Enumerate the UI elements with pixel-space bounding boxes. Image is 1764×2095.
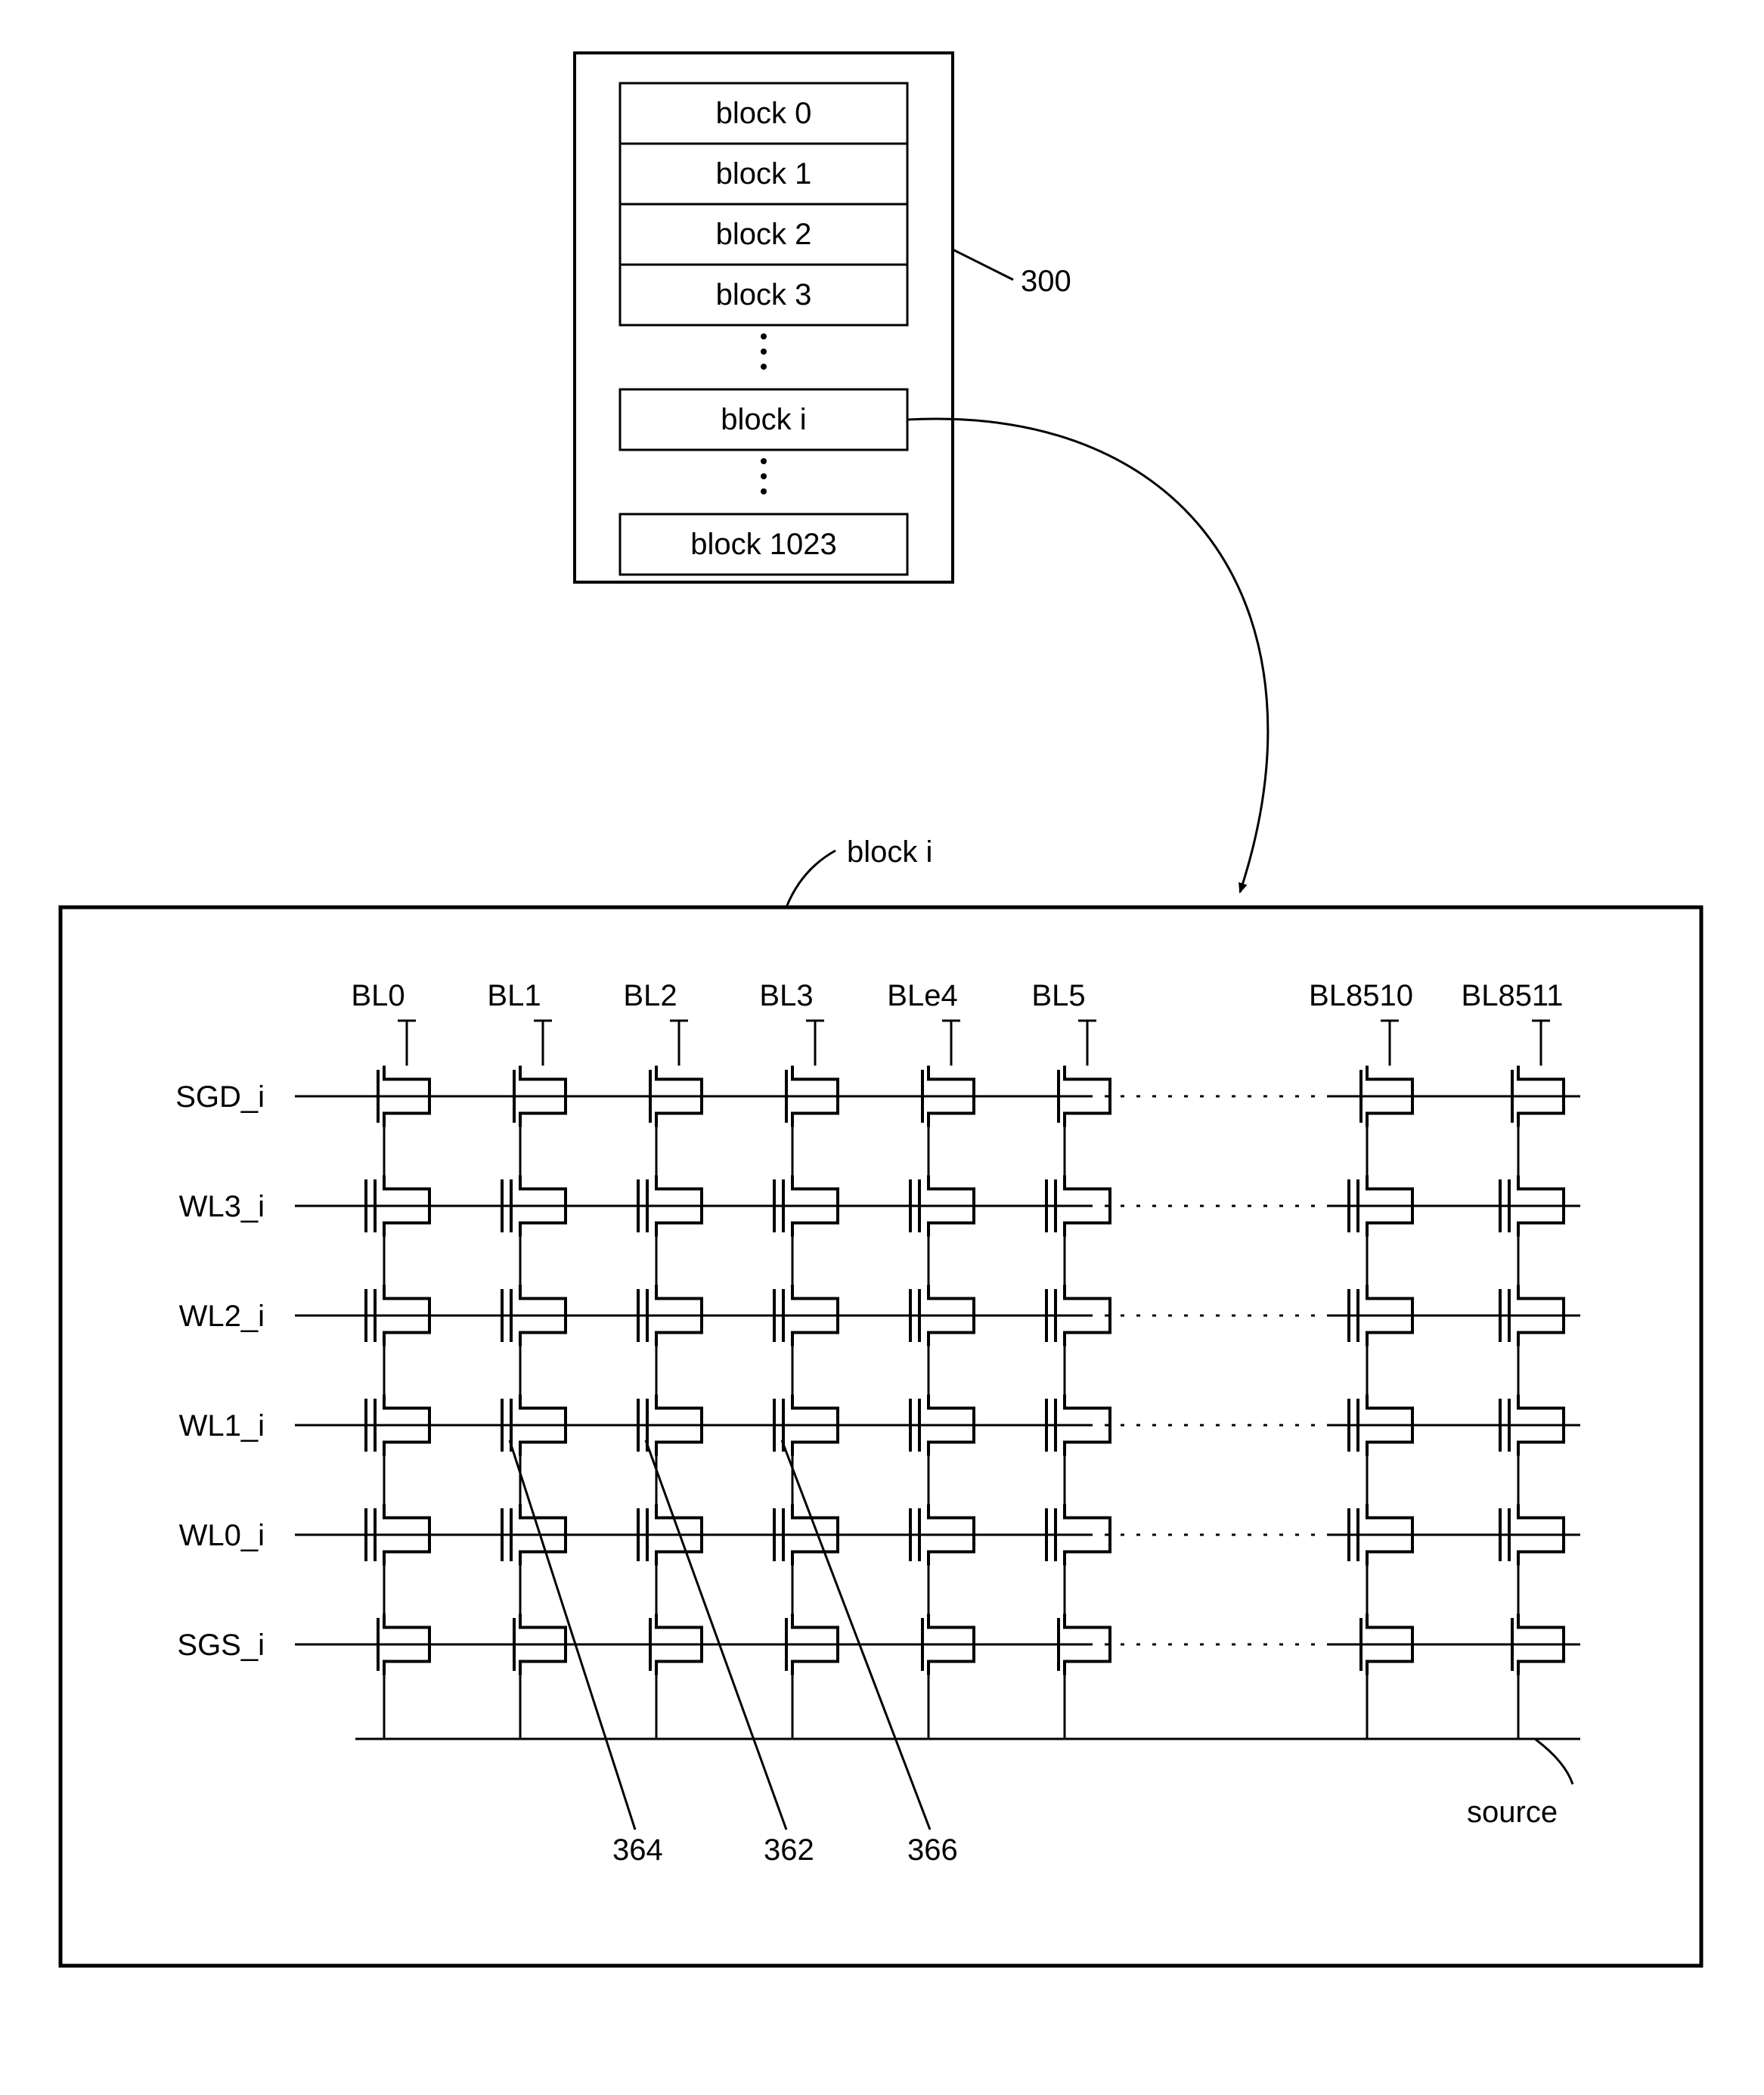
svg-text:WL2_i: WL2_i [179, 1300, 265, 1333]
svg-text:BL3: BL3 [759, 979, 813, 1012]
svg-text:362: 362 [764, 1833, 814, 1867]
svg-text:BLe4: BLe4 [887, 979, 957, 1012]
svg-text:BL0: BL0 [351, 979, 405, 1012]
svg-text:300: 300 [1021, 265, 1071, 298]
svg-text:BL5: BL5 [1031, 979, 1085, 1012]
svg-text:block 2: block 2 [716, 218, 812, 251]
svg-text:block 1023: block 1023 [690, 528, 836, 561]
svg-text:SGS_i: SGS_i [177, 1629, 265, 1662]
svg-text:SGD_i: SGD_i [175, 1080, 265, 1114]
svg-text:WL0_i: WL0_i [179, 1519, 265, 1552]
svg-text:source: source [1467, 1796, 1558, 1829]
svg-text:block 1: block 1 [716, 157, 812, 191]
svg-text:BL2: BL2 [623, 979, 677, 1012]
svg-text:block 3: block 3 [716, 278, 812, 311]
svg-text:WL1_i: WL1_i [179, 1409, 265, 1443]
diagram-root: block 0 block 1 block 2 block 3 block i block… [30, 30, 1734, 2065]
svg-text:block i: block i [847, 835, 932, 869]
svg-text:BL8510: BL8510 [1309, 979, 1413, 1012]
svg-text:BL1: BL1 [487, 979, 541, 1012]
svg-text:364: 364 [612, 1833, 663, 1867]
svg-text:WL3_i: WL3_i [179, 1190, 265, 1223]
svg-text:block 0: block 0 [716, 97, 812, 130]
diagram-svg: block 0 block 1 block 2 block 3 block i block… [30, 30, 1734, 2065]
svg-text:366: 366 [907, 1833, 958, 1867]
svg-text:BL8511: BL8511 [1462, 979, 1564, 1012]
svg-text:block i: block i [721, 403, 806, 436]
